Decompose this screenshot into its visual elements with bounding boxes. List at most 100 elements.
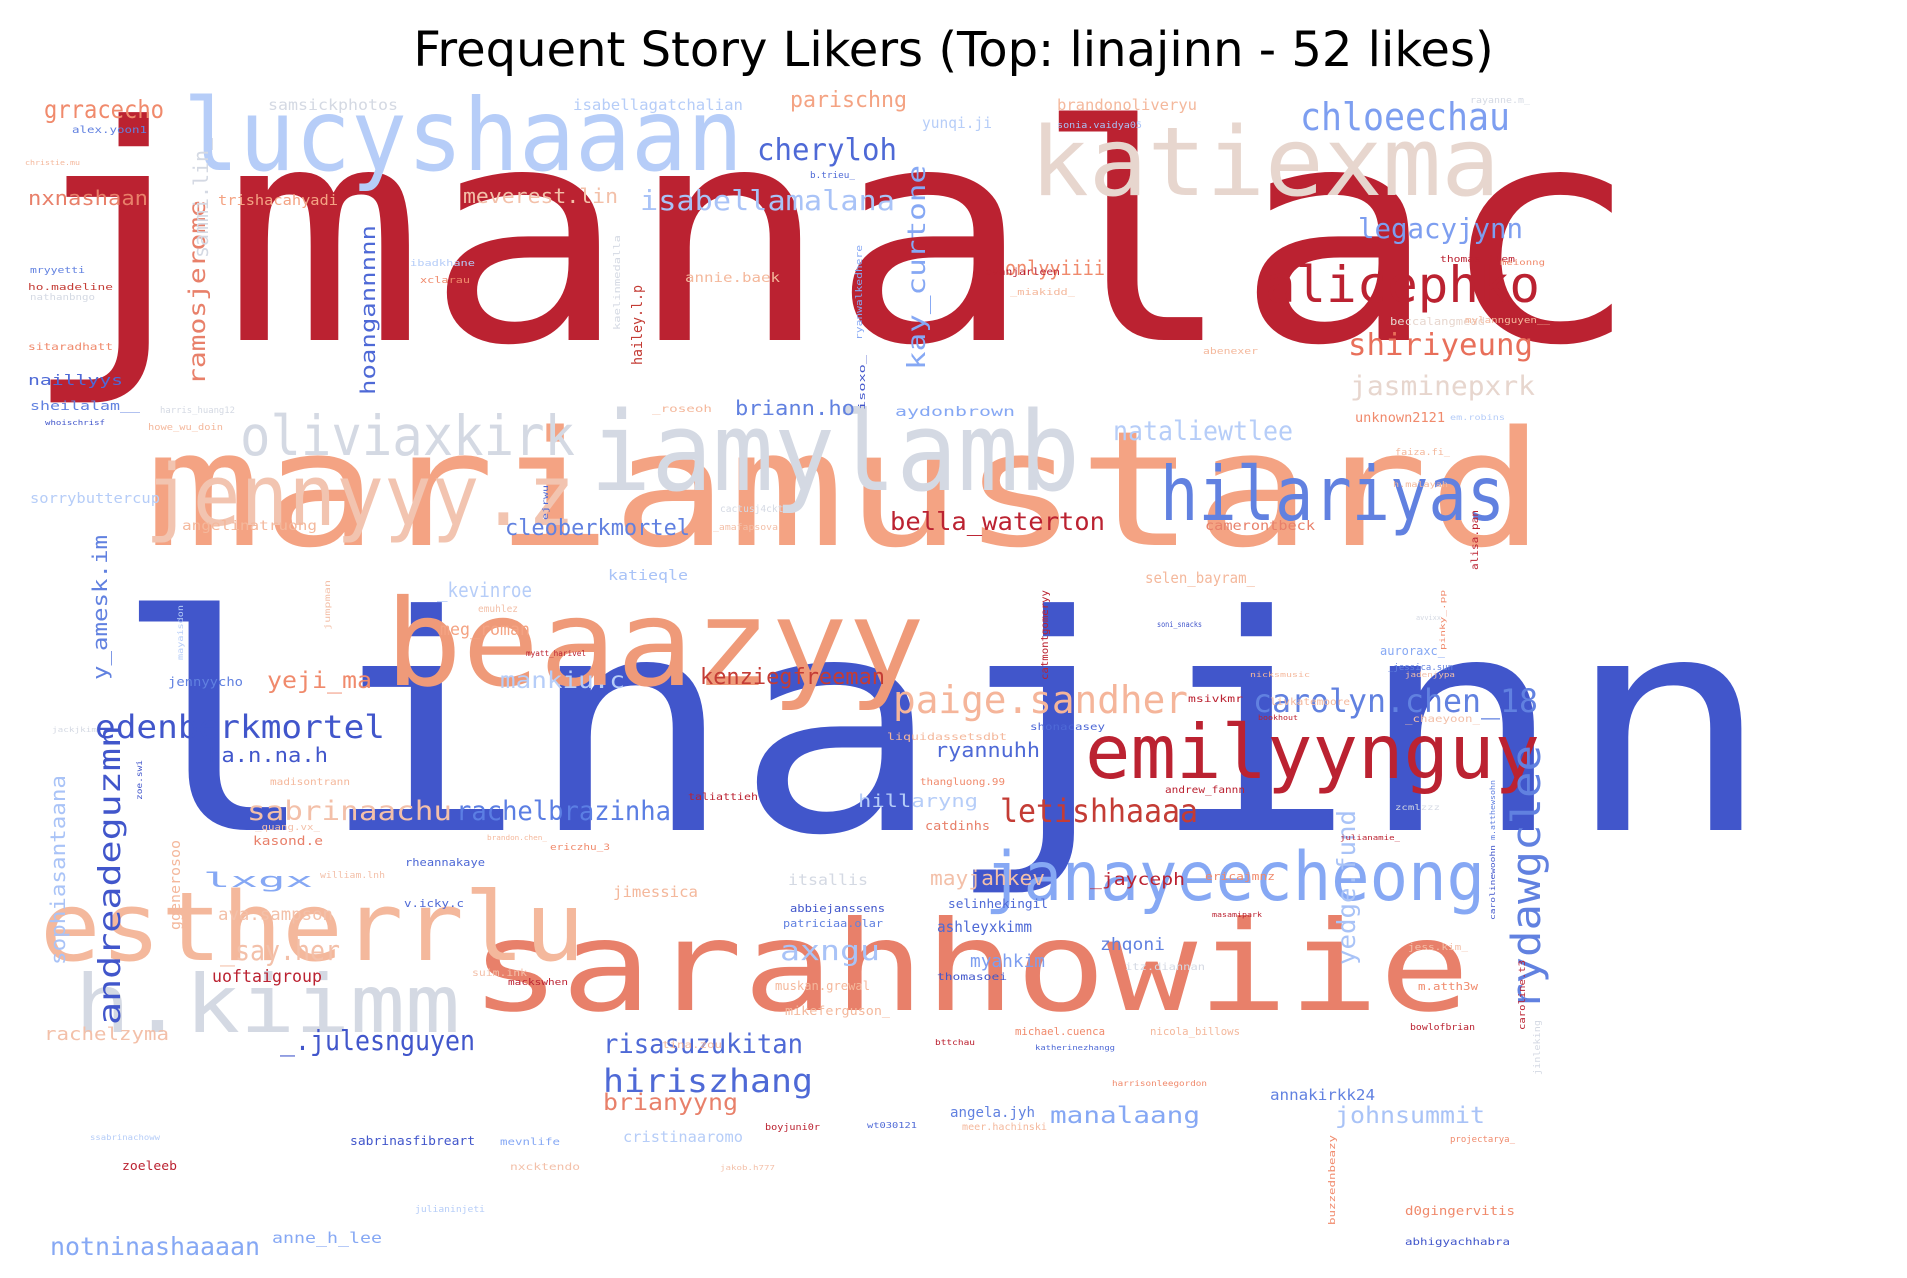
- word-bttchau: bttchau: [935, 1038, 975, 1047]
- word-letishhaaaa: letishhaaaa: [1000, 792, 1198, 830]
- word-h-kiimm: h.kiimm: [75, 958, 460, 1051]
- word-kay-curtone: kay_curtone: [902, 165, 931, 370]
- word-caroline-t3: caroline.t3: [1518, 960, 1528, 1030]
- chart-title: Frequent Story Likers (Top: linajinn - 5…: [413, 22, 1494, 78]
- word-andrew-fannn: andrew_fannn: [1165, 785, 1245, 796]
- word-sarahhowiie: sarahhowiie: [470, 895, 1470, 1040]
- word-lxgx: lxgx: [203, 868, 313, 892]
- word-edenberkmortel: edenberkmortel: [95, 708, 385, 746]
- word-bella-waterton: bella_waterton: [890, 507, 1105, 536]
- word-sheilalam: sheilalam__: [30, 399, 141, 413]
- word-thomas-flem: thomas_flem: [1440, 255, 1515, 265]
- word-abbiejanssens: abbiejanssens: [790, 902, 885, 915]
- word-rachelzyma: rachelzyma: [44, 1024, 169, 1045]
- word-ejrwu: ejrwu: [541, 485, 550, 520]
- word-harrisonleegordon: harrisonleegordon: [1112, 1079, 1207, 1088]
- word-roseoh: _roseoh: [652, 404, 712, 415]
- word-rayanne-m: rayanne.m_: [1470, 96, 1531, 106]
- word-nicksmusic: nicksmusic: [1250, 671, 1310, 679]
- word-camerontbeck: camerontbeck: [1205, 519, 1315, 534]
- word-hilariyas: hilariyas: [1160, 450, 1505, 538]
- word-carolinewoohn: carolinewoohn: [1489, 845, 1497, 920]
- word-meer-hachinski: meer.hachinski: [962, 1122, 1047, 1133]
- word-william-lnh: william.lnh: [320, 871, 385, 881]
- word-nxcktendo: nxcktendo: [510, 1162, 580, 1173]
- word-rachelbrazinha: rachelbrazinha: [456, 796, 671, 827]
- word-amafapsova: _amafapsova: [713, 523, 778, 533]
- word-wt030121: wt030121: [867, 1121, 917, 1130]
- word-projectarya: projectarya_: [1450, 1135, 1516, 1145]
- word-b-trieu: b.trieu_: [810, 171, 856, 181]
- word-pinky-pp: pinky_.pp: [1439, 590, 1447, 650]
- word-quang-vx: _quang.vx_: [255, 823, 321, 833]
- word-tina-zou: tina.zou: [662, 1040, 722, 1051]
- word-faiza-fi: faiza.fi_: [1395, 448, 1451, 458]
- word-jennyycho: jennyycho: [168, 675, 243, 689]
- word-carolyn-chen-18: carolyn.chen_18: [1253, 682, 1538, 720]
- word-rydawgclee: rydawgclee: [1504, 745, 1550, 1010]
- word-ibadkhane: ibadkhane: [410, 259, 475, 269]
- word-patriciaa-olar: patriciaa.olar: [783, 917, 883, 930]
- word-mankiu-c: mankiu.c: [500, 668, 625, 694]
- word-jennyyy-z: jennyyy.z: [145, 447, 575, 546]
- word-trishacahyadi: trishacahyadi: [218, 193, 338, 209]
- word-jess-kim: jess.kim_: [1408, 943, 1469, 953]
- word-chloeechau: chloeechau: [1300, 95, 1510, 139]
- word-yedge-fund: yedge.fund: [1332, 810, 1361, 965]
- word-julianinjeti: julianinjeti: [415, 1205, 485, 1215]
- word-emuhlez: emuhlez: [478, 604, 518, 615]
- word-oliviaxkirk: oliviaxkirk: [240, 404, 575, 468]
- word-emilyynguy: emilyynguy: [1085, 708, 1540, 796]
- word-cristinaaromo: cristinaaromo: [623, 1128, 743, 1146]
- word-jakob-h777: jakob.h777: [720, 1164, 775, 1172]
- word-andreadeguzmn: andreadeguzmn: [93, 725, 128, 1025]
- word-ha-n-na-h: ha.n.na.h: [208, 743, 328, 767]
- word-cheryloh: cheryloh: [757, 133, 897, 168]
- word-avvixx: avvixx: [1416, 614, 1441, 622]
- word-taliattieh: taliattieh: [688, 792, 758, 803]
- word-lucyshaaan: lucyshaaan: [183, 77, 743, 194]
- word-anne-h-lee: anne_h_lee: [272, 1229, 382, 1247]
- word-thomasoei: thomasoei: [937, 972, 1007, 983]
- word-ericzhu-3: ericzhu_3: [550, 843, 610, 853]
- word-msivkmr: msivkmr: [1188, 694, 1243, 705]
- word-samsickphotos: samsickphotos: [268, 96, 398, 114]
- word-chaeyoon: _chaeyoon_: [1405, 714, 1481, 725]
- word-isabellagatchalian: isabellagatchalian: [573, 96, 743, 114]
- word-julesnguyen: _.julesnguyen: [280, 1024, 475, 1058]
- word-whoischrisf: whoischrisf: [45, 419, 105, 427]
- word-zoeleeb: zoeleeb: [122, 1159, 177, 1173]
- word-zcmlzzz: zcmlzzz: [1395, 803, 1440, 812]
- word-ryanwalkedhere: ryanwalkedhere: [855, 245, 865, 340]
- word-mryyetti: mryyetti: [30, 266, 85, 276]
- word-katherinezhangg: katherinezhangg: [1035, 1044, 1115, 1052]
- word-paige-sandher: paige.sandher: [893, 678, 1188, 722]
- word-axngu: axngu: [780, 934, 880, 967]
- word-meverest-lin: meverest.lin: [463, 184, 618, 208]
- word-ryannuhh: ryannuhh: [935, 738, 1040, 762]
- word-annie-baek: annie.baek: [685, 271, 780, 286]
- word-nicola-billows: nicola_billows: [1150, 1025, 1240, 1038]
- word-beccalangmead: beccalangmead: [1390, 315, 1485, 328]
- word-kaelinmedalla: kaelinmedalla: [613, 235, 623, 330]
- word-hailey-l-p: hailey.l.p: [630, 285, 646, 365]
- word-say-her: _say.her: [220, 934, 340, 968]
- word-m-atthewsohn: m.atthewsohn: [1489, 780, 1497, 840]
- word-selen-bayram: selen_bayram_: [1145, 569, 1256, 587]
- word-alicephko: alicephko: [1265, 256, 1540, 314]
- word-kevinroe: _kevinroe: [437, 578, 532, 602]
- word-shonacasey: shonacasey: [1030, 722, 1105, 733]
- word-soni-snacks: soni_snacks: [1157, 620, 1202, 629]
- word-nathanbngo: nathanbngo: [30, 293, 95, 303]
- word-naillyys: naillyys: [28, 373, 123, 389]
- word-johnsummit: johnsummit: [1335, 1103, 1485, 1129]
- word-catmontgomeryy: catmontgomeryy: [1040, 590, 1051, 680]
- word-jayceph: _jayceph: [1090, 870, 1185, 890]
- word-mackswhen: mackswhen: [508, 978, 568, 988]
- word-christie-mu: christie.mu: [25, 159, 80, 167]
- word-h-malayah: h.malayah: [1393, 480, 1448, 489]
- word-alex-yoon1: alex.yoon1: [72, 125, 147, 136]
- word-em-robins: em.robins: [1450, 413, 1505, 422]
- word-isabellamalana: isabellamalana: [640, 184, 895, 217]
- word-ho-madeline: ho.madeline: [28, 283, 113, 293]
